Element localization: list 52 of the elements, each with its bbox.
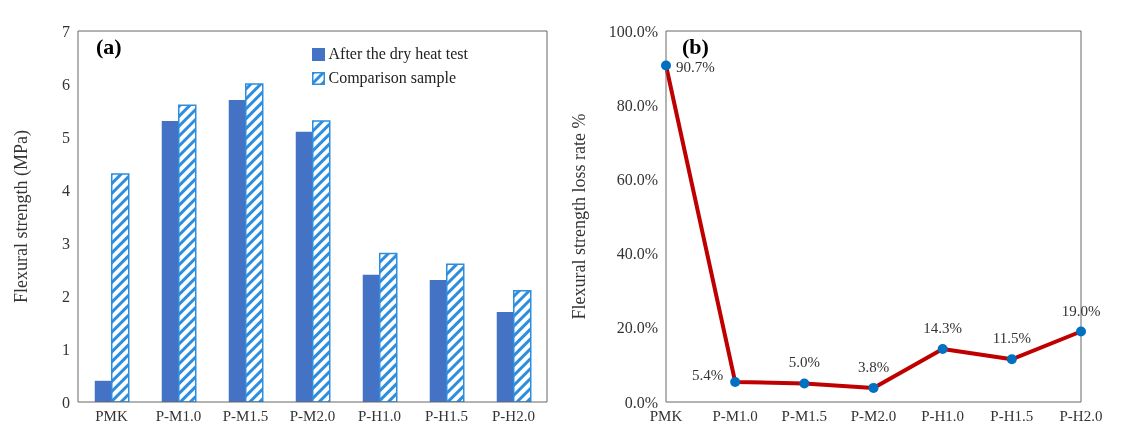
x-tick-label: P-M1.5 [222, 407, 269, 424]
y-axis-title: Flexural strength loss rate % [569, 113, 590, 320]
data-label: 5.4% [691, 366, 724, 383]
x-tick-label: P-H2.0 [492, 407, 535, 424]
bar [513, 289, 532, 402]
x-tick-label: P-H1.5 [425, 407, 468, 424]
y-tick-label: 4 [62, 181, 70, 199]
y-tick-label: 100.0% [608, 22, 658, 40]
bar [161, 121, 179, 402]
y-tick-label: 2 [62, 287, 70, 305]
x-tick-label: P-M1.5 [781, 407, 828, 424]
bar [312, 120, 331, 402]
bar [379, 252, 398, 402]
x-tick-label: P-H2.0 [1059, 407, 1103, 424]
x-tick-label: P-M2.0 [850, 407, 897, 424]
y-tick-label: 6 [62, 75, 70, 93]
y-tick-label: 40.0% [616, 245, 658, 263]
y-tick-label: 1 [62, 340, 70, 358]
y-tick-label: 60.0% [616, 171, 658, 189]
y-tick-label: 20.0% [616, 319, 658, 337]
data-label: 11.5% [992, 330, 1031, 347]
data-label: 5.0% [788, 354, 820, 371]
bar [362, 274, 380, 402]
y-tick-label: 0 [62, 393, 70, 411]
bar [228, 99, 246, 402]
data-label: 14.3% [923, 319, 963, 336]
bar [111, 173, 130, 402]
chart-title: (a) [96, 34, 122, 60]
bar [496, 311, 514, 402]
bar [178, 104, 197, 402]
x-tick-label: P-H1.5 [990, 407, 1034, 424]
bar [429, 280, 447, 402]
bar [295, 131, 313, 402]
legend-label: Comparison sample [328, 68, 457, 89]
bar [245, 83, 264, 402]
x-tick-label: P-H1.0 [358, 407, 401, 424]
data-label: 90.7% [676, 58, 715, 75]
y-tick-label: 7 [62, 22, 70, 40]
chart-title: (b) [682, 34, 709, 60]
x-tick-label: P-H1.0 [921, 407, 965, 424]
x-tick-label: P-M1.0 [155, 407, 202, 424]
y-tick-label: 5 [62, 128, 70, 146]
bar [446, 263, 465, 402]
x-tick-label: PMK [95, 407, 128, 424]
y-tick-label: 3 [62, 234, 70, 252]
x-tick-label: P-M1.0 [712, 407, 758, 424]
legend-label: After the dry heat test [328, 44, 468, 65]
data-label: 3.8% [857, 358, 890, 375]
x-tick-label: P-M2.0 [289, 407, 336, 424]
data-label: 19.0% [1061, 302, 1101, 319]
y-tick-label: 80.0% [616, 96, 658, 114]
y-axis-title: Flexural strength (MPa) [11, 130, 33, 303]
